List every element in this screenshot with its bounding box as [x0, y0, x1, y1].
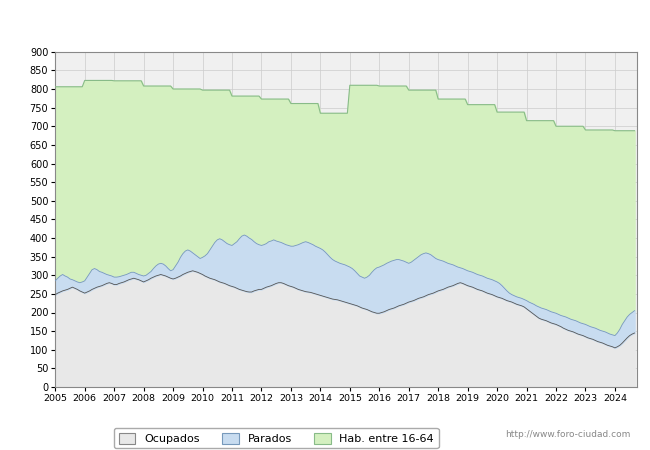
Text: http://www.foro-ciudad.com: http://www.foro-ciudad.com: [505, 430, 630, 439]
Legend: Ocupados, Parados, Hab. entre 16-64: Ocupados, Parados, Hab. entre 16-64: [114, 428, 439, 449]
Text: Caminomorisco - Evolucion de la poblacion en edad de Trabajar Septiembre de 2024: Caminomorisco - Evolucion de la poblacio…: [60, 17, 590, 30]
